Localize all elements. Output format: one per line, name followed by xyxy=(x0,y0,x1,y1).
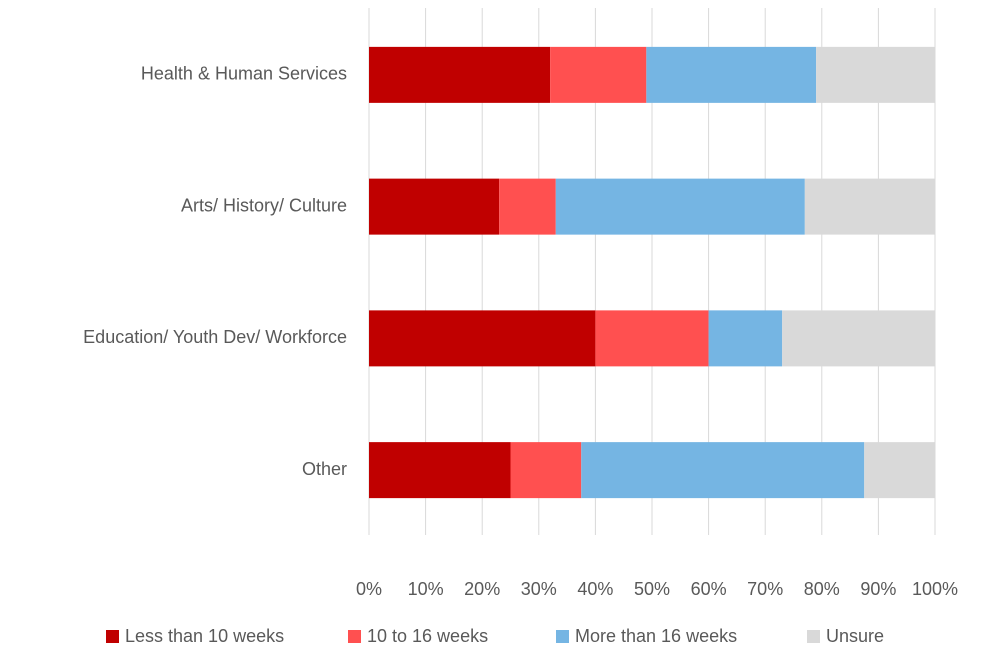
x-tick-label: 50% xyxy=(634,579,670,599)
x-tick-label: 10% xyxy=(408,579,444,599)
bar-segment xyxy=(369,46,551,103)
bar-segment xyxy=(581,442,865,499)
bar-segment xyxy=(369,310,596,367)
bar-segment xyxy=(646,46,817,103)
x-tick-label: 30% xyxy=(521,579,557,599)
bar-segment xyxy=(816,46,935,103)
legend-label: Unsure xyxy=(826,626,884,646)
x-tick-label: 80% xyxy=(804,579,840,599)
x-tick-label: 20% xyxy=(464,579,500,599)
x-tick-label: 0% xyxy=(356,579,382,599)
x-tick-label: 90% xyxy=(860,579,896,599)
legend-swatch xyxy=(556,630,569,643)
y-tick-label: Arts/ History/ Culture xyxy=(181,195,347,215)
bar-segment xyxy=(708,310,783,367)
y-tick-label: Other xyxy=(302,459,347,479)
bar-segment xyxy=(555,178,805,235)
y-tick-label: Health & Human Services xyxy=(141,64,347,84)
legend-label: 10 to 16 weeks xyxy=(367,626,488,646)
x-tick-label: 40% xyxy=(577,579,613,599)
x-tick-label: 60% xyxy=(691,579,727,599)
y-tick-label: Education/ Youth Dev/ Workforce xyxy=(83,327,347,347)
bar-segment xyxy=(782,310,935,367)
bar-segment xyxy=(550,46,647,103)
bar-segment xyxy=(369,442,511,499)
bar-segment xyxy=(804,178,935,235)
legend-swatch xyxy=(348,630,361,643)
legend-swatch xyxy=(106,630,119,643)
legend-swatch xyxy=(807,630,820,643)
bar-segment xyxy=(864,442,935,499)
bar-segment xyxy=(510,442,582,499)
bar-segment xyxy=(499,178,556,235)
legend-label: Less than 10 weeks xyxy=(125,626,284,646)
legend-label: More than 16 weeks xyxy=(575,626,737,646)
x-tick-label: 100% xyxy=(912,579,958,599)
bar-segment xyxy=(595,310,709,367)
x-tick-label: 70% xyxy=(747,579,783,599)
bar-segment xyxy=(369,178,500,235)
